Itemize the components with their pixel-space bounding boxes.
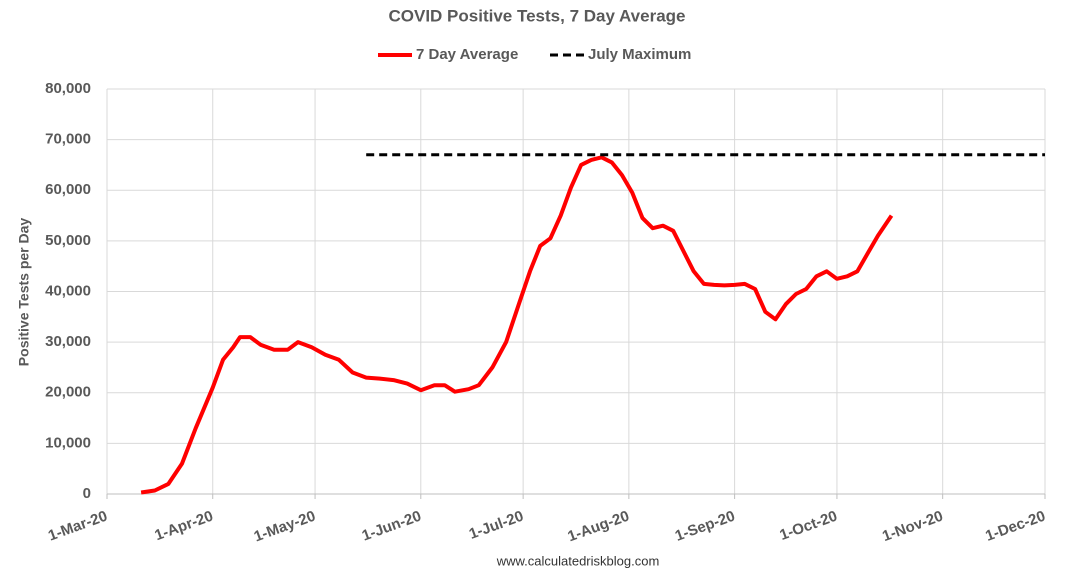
x-tick-label: 1-Mar-20 [46, 508, 110, 545]
line-series [140, 155, 894, 495]
x-tick-label: 1-Aug-20 [565, 508, 631, 546]
x-tick-label: 1-Jun-20 [360, 508, 424, 545]
legend-label: 7 Day Average [416, 46, 518, 63]
y-tick-label: 60,000 [45, 181, 91, 198]
y-tick-label: 20,000 [45, 384, 91, 401]
source: www.calculatedriskblog.com [496, 553, 660, 568]
x-tick-label: 1-Nov-20 [880, 508, 945, 546]
y-tick-label: 70,000 [45, 131, 91, 148]
x-tick-label: 1-Jul-20 [467, 508, 526, 543]
x-tick-label: 1-Oct-20 [777, 508, 839, 545]
y-axis-label: Positive Tests per Day [16, 218, 32, 367]
y-tick-label: 0 [83, 485, 91, 502]
y-tick-label: 80,000 [45, 80, 91, 97]
x-tick-label: 1-Sep-20 [673, 508, 738, 545]
legend-label: July Maximum [588, 46, 691, 63]
x-tick-label: 1-Dec-20 [983, 508, 1048, 545]
y-tick-label: 10,000 [45, 434, 91, 451]
x-tick-label: 1-Apr-20 [152, 508, 215, 545]
y-tick-label: 30,000 [45, 333, 91, 350]
y-tick-label: 50,000 [45, 232, 91, 249]
y-tick-label: 40,000 [45, 282, 91, 299]
x-tick-label: 1-May-20 [252, 508, 318, 546]
chart-title: COVID Positive Tests, 7 Day Average [389, 6, 686, 25]
